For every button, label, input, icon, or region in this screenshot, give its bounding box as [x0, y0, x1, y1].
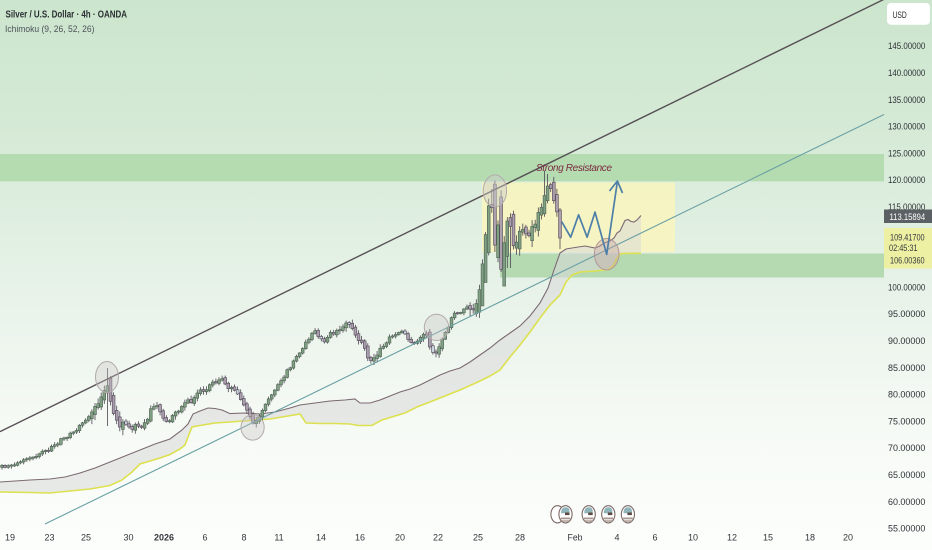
svg-text:22: 22 [433, 533, 443, 543]
svg-text:65.00000: 65.00000 [888, 470, 925, 481]
svg-text:6: 6 [202, 533, 207, 543]
svg-text:109.41700: 109.41700 [890, 233, 925, 244]
svg-text:90.00000: 90.00000 [888, 336, 925, 347]
svg-text:Strong Resistance: Strong Resistance [536, 163, 612, 174]
svg-text:25: 25 [473, 533, 483, 543]
svg-text:15: 15 [763, 533, 773, 543]
svg-text:20: 20 [395, 533, 405, 543]
svg-text:Silver / U.S. Dollar · 4h · OA: Silver / U.S. Dollar · 4h · OANDA [6, 10, 128, 21]
svg-text:85.00000: 85.00000 [888, 363, 925, 374]
svg-text:60.00000: 60.00000 [888, 497, 925, 508]
svg-text:75.00000: 75.00000 [888, 416, 925, 427]
svg-text:12: 12 [727, 533, 737, 543]
svg-text:30: 30 [123, 533, 133, 543]
svg-text:130.00000: 130.00000 [888, 122, 925, 133]
svg-text:140.00000: 140.00000 [888, 68, 925, 79]
svg-text:8: 8 [241, 533, 246, 543]
svg-text:120.00000: 120.00000 [888, 175, 925, 186]
svg-text:135.00000: 135.00000 [888, 95, 925, 106]
svg-text:4: 4 [614, 533, 619, 543]
svg-text:USD: USD [893, 10, 907, 21]
svg-text:80.00000: 80.00000 [888, 390, 925, 401]
svg-text:Feb: Feb [568, 533, 583, 543]
svg-text:11: 11 [274, 533, 283, 543]
svg-text:125.00000: 125.00000 [888, 148, 925, 159]
svg-text:20: 20 [843, 533, 853, 543]
svg-text:100.00000: 100.00000 [888, 282, 925, 293]
svg-text:115.00000: 115.00000 [888, 202, 925, 213]
svg-text:19: 19 [5, 533, 15, 543]
svg-text:28: 28 [515, 533, 525, 543]
svg-text:70.00000: 70.00000 [888, 443, 925, 454]
svg-text:02:45:31: 02:45:31 [889, 243, 918, 254]
svg-text:10: 10 [688, 533, 698, 543]
svg-text:95.00000: 95.00000 [888, 309, 925, 320]
svg-text:145.00000: 145.00000 [888, 41, 925, 52]
svg-text:14: 14 [316, 533, 326, 543]
svg-text:25: 25 [81, 533, 91, 543]
svg-text:113.15894: 113.15894 [890, 212, 926, 223]
svg-text:Ichimoku (9, 26, 52, 26): Ichimoku (9, 26, 52, 26) [5, 24, 95, 35]
svg-text:18: 18 [805, 533, 815, 543]
svg-text:2026: 2026 [154, 533, 174, 543]
svg-text:16: 16 [355, 533, 365, 543]
svg-text:106.00360: 106.00360 [890, 256, 925, 267]
svg-text:23: 23 [44, 533, 54, 543]
svg-text:6: 6 [652, 533, 657, 543]
svg-text:55.00000: 55.00000 [888, 524, 925, 535]
